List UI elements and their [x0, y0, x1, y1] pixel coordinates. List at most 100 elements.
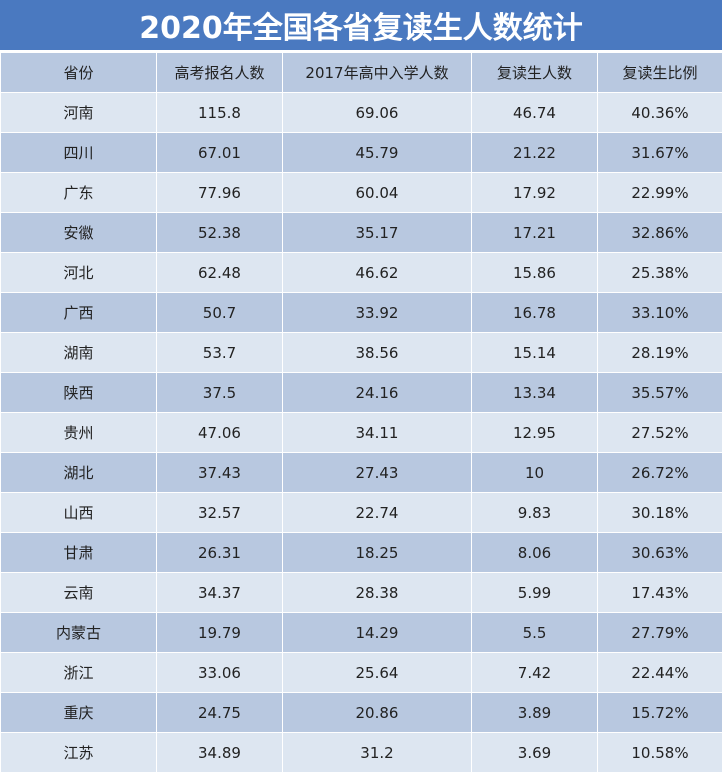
cell-registrants: 33.06 [156, 652, 283, 693]
cell-province: 山西 [0, 492, 157, 533]
cell-registrants: 37.5 [156, 372, 283, 413]
cell-repeater-ratio: 22.44% [597, 652, 722, 693]
cell-repeater-ratio: 27.79% [597, 612, 722, 653]
cell-repeater-ratio: 27.52% [597, 412, 722, 453]
cell-registrants: 67.01 [156, 132, 283, 173]
cell-repeater-ratio: 26.72% [597, 452, 722, 493]
cell-province: 陕西 [0, 372, 157, 413]
cell-province: 湖北 [0, 452, 157, 493]
cell-registrants: 77.96 [156, 172, 283, 213]
cell-registrants: 50.7 [156, 292, 283, 333]
cell-province: 四川 [0, 132, 157, 173]
cell-2017-enrollment: 14.29 [282, 612, 472, 653]
cell-repeaters: 5.5 [471, 612, 598, 653]
cell-repeater-ratio: 10.58% [597, 732, 722, 773]
cell-province: 云南 [0, 572, 157, 613]
cell-province: 河北 [0, 252, 157, 293]
cell-2017-enrollment: 31.2 [282, 732, 472, 773]
cell-repeaters: 12.95 [471, 412, 598, 453]
column-header-repeater-ratio: 复读生比例 [597, 52, 722, 93]
cell-registrants: 32.57 [156, 492, 283, 533]
cell-repeater-ratio: 33.10% [597, 292, 722, 333]
cell-2017-enrollment: 18.25 [282, 532, 472, 573]
cell-repeaters: 5.99 [471, 572, 598, 613]
table-row: 江苏 34.89 31.2 3.69 10.58% [0, 732, 722, 773]
cell-2017-enrollment: 35.17 [282, 212, 472, 253]
table-row: 浙江 33.06 25.64 7.42 22.44% [0, 652, 722, 693]
cell-repeater-ratio: 31.67% [597, 132, 722, 173]
cell-repeater-ratio: 17.43% [597, 572, 722, 613]
cell-registrants: 47.06 [156, 412, 283, 453]
table-row: 贵州 47.06 34.11 12.95 27.52% [0, 412, 722, 453]
table-row: 重庆 24.75 20.86 3.89 15.72% [0, 692, 722, 733]
table-row: 河南 115.8 69.06 46.74 40.36% [0, 92, 722, 133]
column-header-province: 省份 [0, 52, 157, 93]
table-row: 湖南 53.7 38.56 15.14 28.19% [0, 332, 722, 373]
cell-registrants: 19.79 [156, 612, 283, 653]
cell-2017-enrollment: 22.74 [282, 492, 472, 533]
cell-province: 内蒙古 [0, 612, 157, 653]
cell-registrants: 53.7 [156, 332, 283, 373]
data-table: 省份 高考报名人数 2017年高中入学人数 复读生人数 复读生比例 河南 115… [0, 52, 722, 773]
table-row: 安徽 52.38 35.17 17.21 32.86% [0, 212, 722, 253]
table-row: 湖北 37.43 27.43 10 26.72% [0, 452, 722, 493]
table-row: 陕西 37.5 24.16 13.34 35.57% [0, 372, 722, 413]
cell-2017-enrollment: 24.16 [282, 372, 472, 413]
cell-province: 安徽 [0, 212, 157, 253]
cell-registrants: 34.37 [156, 572, 283, 613]
cell-province: 贵州 [0, 412, 157, 453]
cell-repeaters: 3.69 [471, 732, 598, 773]
cell-2017-enrollment: 27.43 [282, 452, 472, 493]
cell-province: 重庆 [0, 692, 157, 733]
table-row: 河北 62.48 46.62 15.86 25.38% [0, 252, 722, 293]
table-row: 云南 34.37 28.38 5.99 17.43% [0, 572, 722, 613]
cell-repeaters: 17.21 [471, 212, 598, 253]
cell-2017-enrollment: 25.64 [282, 652, 472, 693]
cell-repeater-ratio: 15.72% [597, 692, 722, 733]
cell-repeaters: 17.92 [471, 172, 598, 213]
cell-2017-enrollment: 46.62 [282, 252, 472, 293]
cell-repeater-ratio: 40.36% [597, 92, 722, 133]
cell-repeaters: 10 [471, 452, 598, 493]
table-title: 2020年全国各省复读生人数统计 [0, 0, 722, 52]
column-header-registrants: 高考报名人数 [156, 52, 283, 93]
cell-registrants: 52.38 [156, 212, 283, 253]
cell-province: 广西 [0, 292, 157, 333]
table-row: 广东 77.96 60.04 17.92 22.99% [0, 172, 722, 213]
cell-repeaters: 21.22 [471, 132, 598, 173]
cell-repeater-ratio: 30.18% [597, 492, 722, 533]
cell-2017-enrollment: 28.38 [282, 572, 472, 613]
cell-repeaters: 9.83 [471, 492, 598, 533]
cell-2017-enrollment: 60.04 [282, 172, 472, 213]
cell-2017-enrollment: 34.11 [282, 412, 472, 453]
cell-registrants: 34.89 [156, 732, 283, 773]
cell-province: 广东 [0, 172, 157, 213]
cell-repeaters: 15.86 [471, 252, 598, 293]
cell-province: 甘肃 [0, 532, 157, 573]
table-body: 河南 115.8 69.06 46.74 40.36% 四川 67.01 45.… [0, 92, 722, 773]
cell-repeaters: 3.89 [471, 692, 598, 733]
cell-repeater-ratio: 22.99% [597, 172, 722, 213]
cell-2017-enrollment: 20.86 [282, 692, 472, 733]
table-row: 四川 67.01 45.79 21.22 31.67% [0, 132, 722, 173]
cell-repeater-ratio: 30.63% [597, 532, 722, 573]
cell-2017-enrollment: 38.56 [282, 332, 472, 373]
cell-registrants: 115.8 [156, 92, 283, 133]
cell-repeaters: 8.06 [471, 532, 598, 573]
cell-registrants: 37.43 [156, 452, 283, 493]
cell-2017-enrollment: 69.06 [282, 92, 472, 133]
cell-repeater-ratio: 32.86% [597, 212, 722, 253]
table-row: 甘肃 26.31 18.25 8.06 30.63% [0, 532, 722, 573]
cell-2017-enrollment: 33.92 [282, 292, 472, 333]
cell-province: 江苏 [0, 732, 157, 773]
cell-repeater-ratio: 28.19% [597, 332, 722, 373]
cell-registrants: 24.75 [156, 692, 283, 733]
cell-registrants: 62.48 [156, 252, 283, 293]
table-row: 山西 32.57 22.74 9.83 30.18% [0, 492, 722, 533]
cell-repeater-ratio: 35.57% [597, 372, 722, 413]
column-header-2017-enrollment: 2017年高中入学人数 [282, 52, 472, 93]
cell-repeaters: 46.74 [471, 92, 598, 133]
header-row: 省份 高考报名人数 2017年高中入学人数 复读生人数 复读生比例 [0, 52, 722, 93]
cell-repeater-ratio: 25.38% [597, 252, 722, 293]
